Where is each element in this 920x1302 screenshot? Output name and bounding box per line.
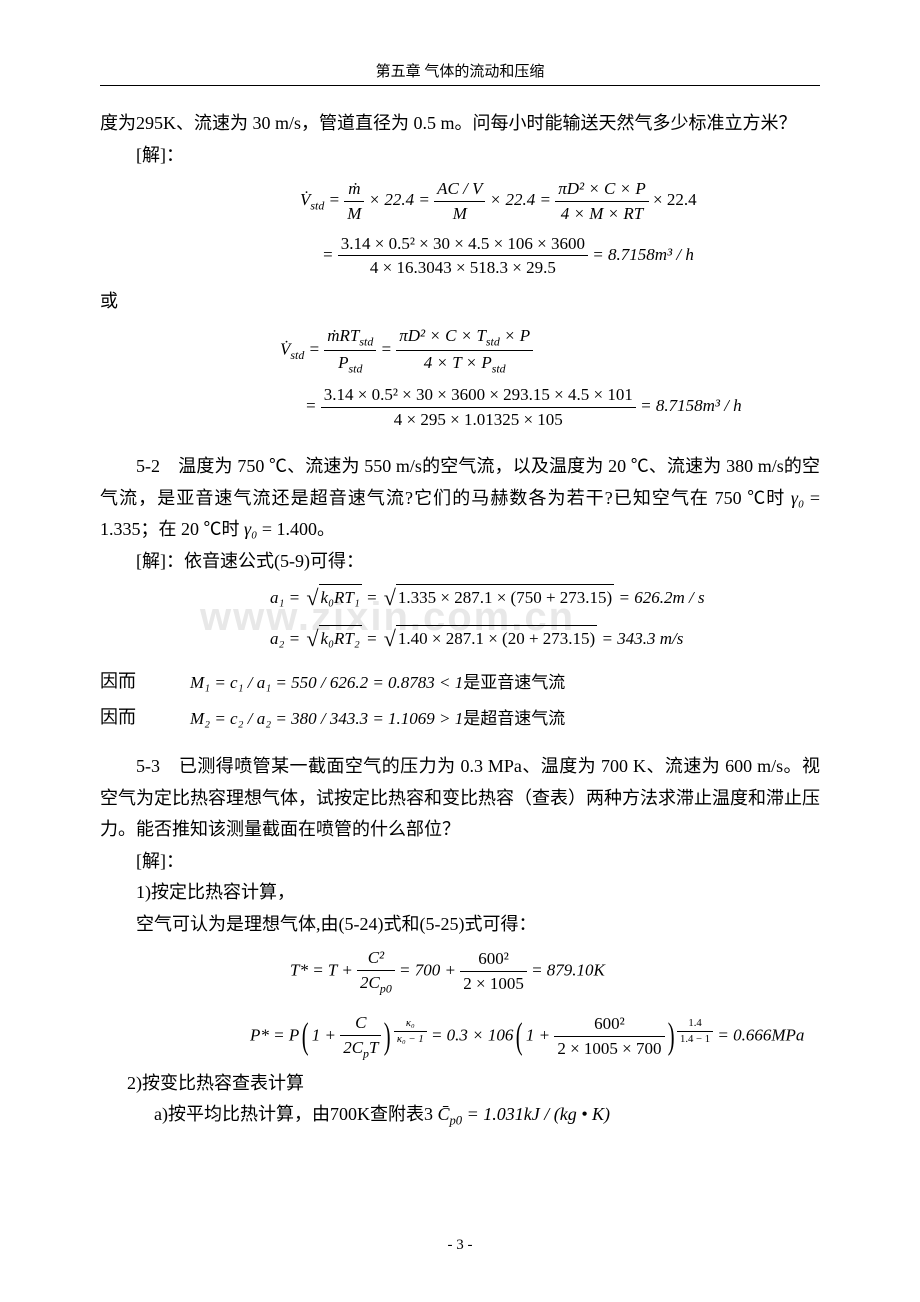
solution-label-2: [解]：依音速公式(5-9)可得：: [100, 546, 820, 578]
equation-a2: a₂ = √k₀RT₂ = √1.40 × 287.1 × (20 + 273.…: [270, 624, 820, 655]
header-rule: [100, 85, 820, 86]
result-m2: 因而 M₂ = c₂ / a₂ = 380 / 343.3 = 1.1069 >…: [100, 703, 820, 729]
equation-2a: V̇std = ṁRTstdPstd = πD² × C × Tstd × P4…: [280, 324, 820, 377]
page-number: - 3 -: [0, 1237, 920, 1254]
paragraph-continuation: 度为295K、流速为 30 m/s，管道直径为 0.5 m。问每小时能输送天然气…: [100, 108, 820, 140]
p53-step1b: 空气可认为是理想气体,由(5-24)式和(5-25)式可得：: [100, 909, 820, 941]
result-m1: 因而 M₁ = c₁ / a₁ = 550 / 626.2 = 0.8783 <…: [100, 667, 820, 693]
solution-label-1: [解]：: [100, 140, 820, 172]
p53-step2: 2)按变比热容查表计算: [100, 1068, 820, 1100]
equation-Pstar: P* = P(1 + C2CpT)κ₀κ₀ − 1 = 0.3 × 106(1 …: [250, 1011, 820, 1062]
equation-Tstar: T* = T + C²2Cp0 = 700 + 600²2 × 1005 = 8…: [290, 946, 820, 997]
equation-a1: a₁ = √k₀RT₁ = √1.335 × 287.1 × (750 + 27…: [270, 583, 820, 614]
chapter-header: 第五章 气体的流动和压缩: [100, 60, 820, 81]
p53-step2a: a)按平均比热计算，由700K查附表3 C̄p0 = 1.031kJ / (kg…: [100, 1099, 820, 1132]
p53-step1: 1)按定比热容计算，: [100, 877, 820, 909]
problem-5-3: 5-3 已测得喷管某一截面空气的压力为 0.3 MPa、温度为 700 K、流速…: [100, 751, 820, 846]
equation-1b: = 3.14 × 0.5² × 30 × 4.5 × 106 × 36004 ×…: [322, 232, 820, 281]
problem-5-2: 5-2 温度为 750 ℃、流速为 550 m/s的空气流，以及温度为 20 ℃…: [100, 451, 820, 546]
or-label: 或: [100, 286, 820, 318]
equation-1a: V̇std = ṁM × 22.4 = AC / VM × 22.4 = πD²…: [300, 177, 820, 226]
equation-2b: = 3.14 × 0.5² × 30 × 3600 × 293.15 × 4.5…: [305, 383, 820, 432]
solution-label-3: [解]：: [100, 846, 820, 878]
